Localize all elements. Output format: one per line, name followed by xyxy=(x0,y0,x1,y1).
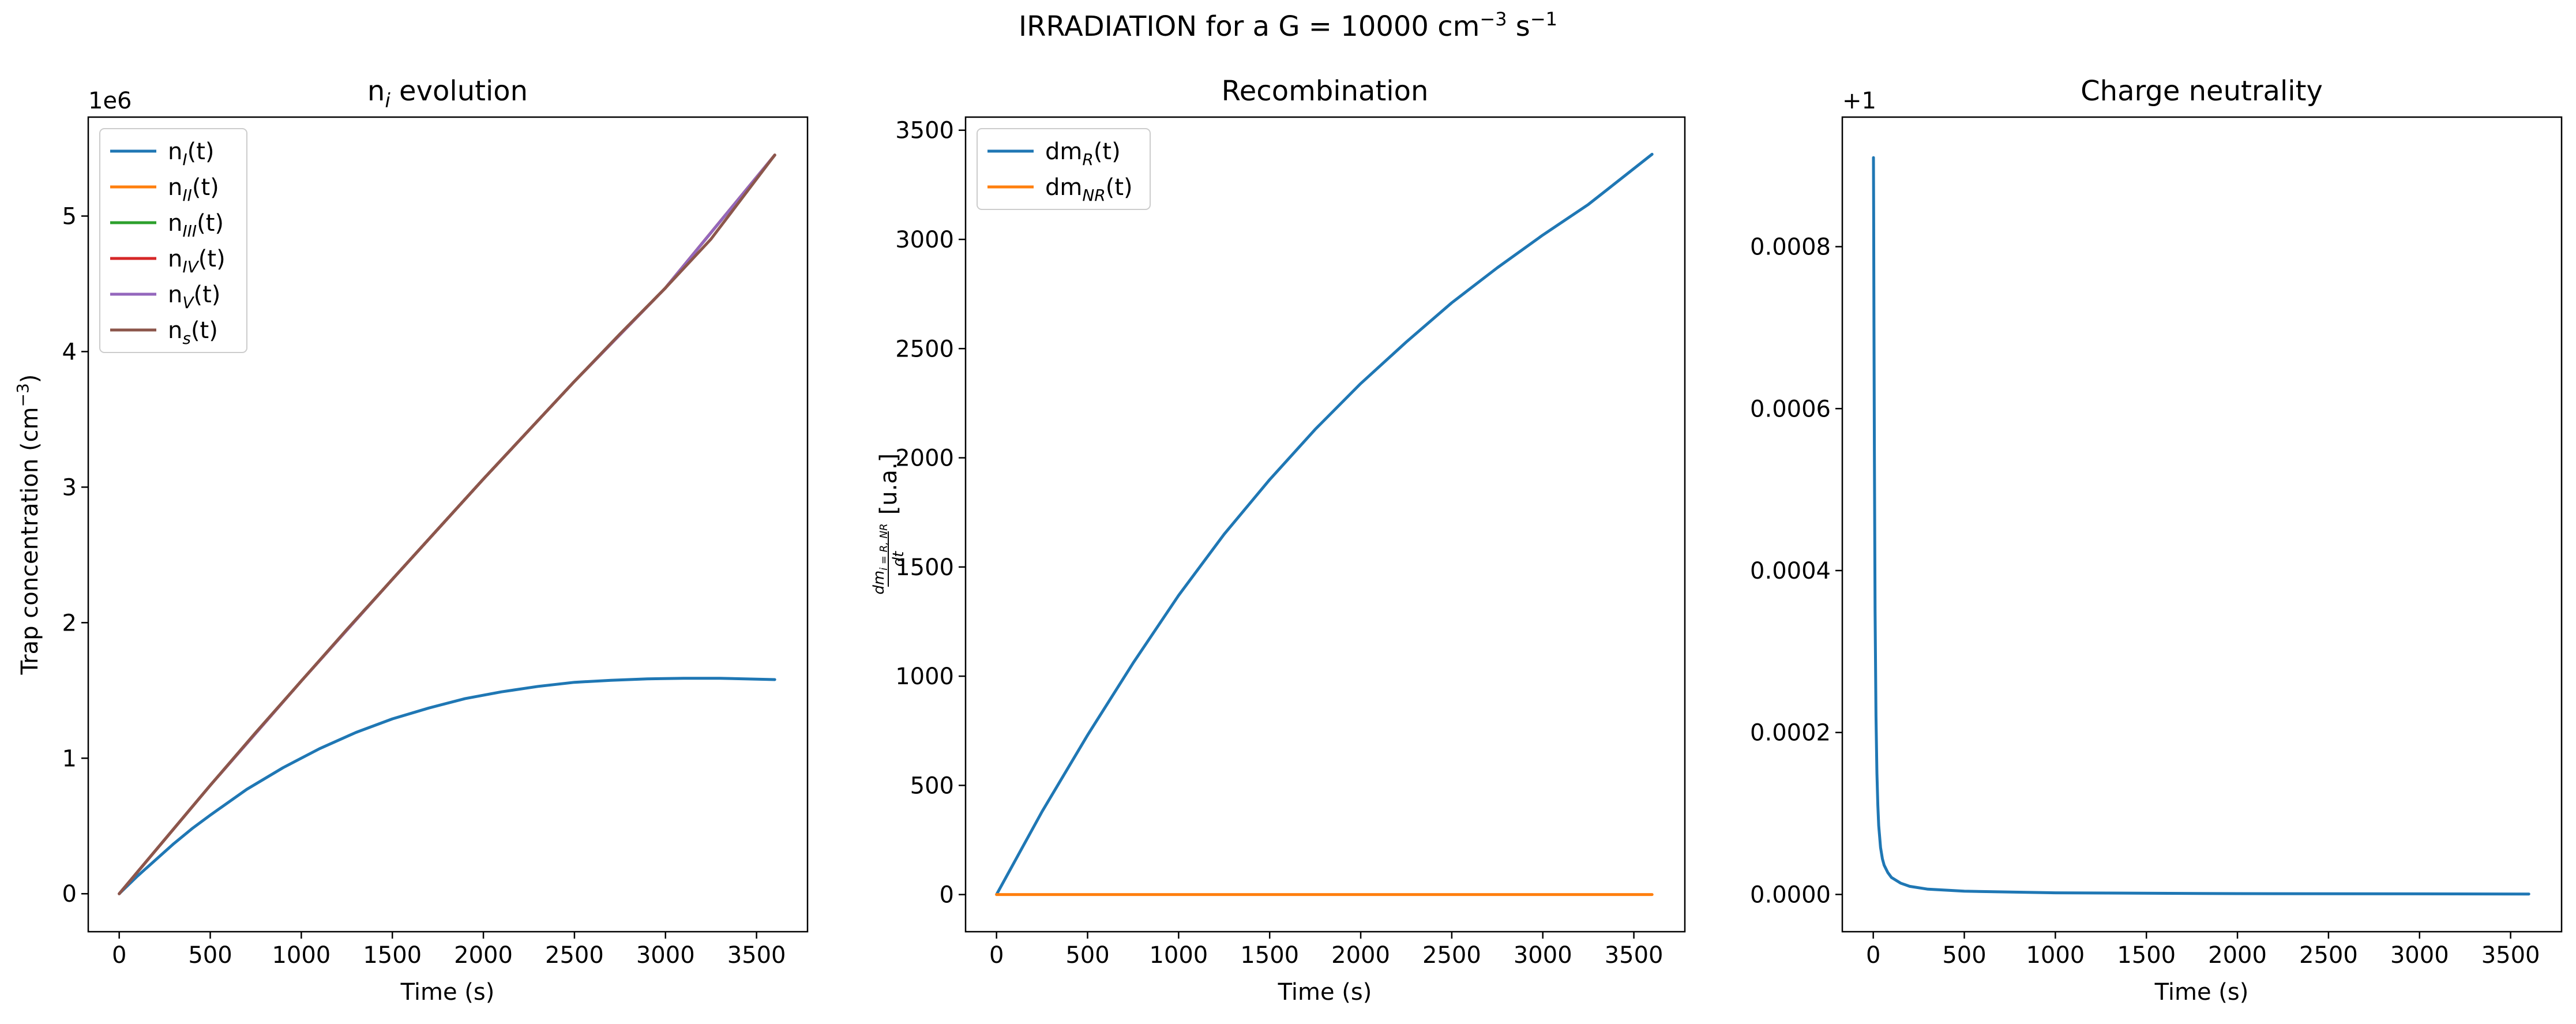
x-ticks: 0 500 1000 1500 2000 2500 3000 3500 xyxy=(1866,932,2540,969)
y-tick-label: 0.0008 xyxy=(1750,234,1831,261)
legend: dmR(t) dmNR(t) xyxy=(977,128,1151,210)
y-tick-label: 0.0002 xyxy=(1750,720,1831,747)
y-tick-label: 0 xyxy=(940,882,954,909)
y-tick-label: 1 xyxy=(62,745,77,772)
x-tick-label: 1000 xyxy=(1149,942,1208,969)
legend-entry: nIV(t) xyxy=(168,246,226,276)
y-tick-label: 4 xyxy=(62,339,77,365)
y-tick-label: 3500 xyxy=(895,118,954,144)
x-tick-label: 0 xyxy=(989,942,1004,969)
x-ticks: 0 500 1000 1500 2000 2500 3000 3500 xyxy=(989,932,1663,969)
y-label-unit: [u.a.] xyxy=(876,453,902,515)
legend-entry: nI(t) xyxy=(168,138,215,169)
plot-frame xyxy=(1841,116,2563,933)
y-tick-label: 0 xyxy=(62,881,77,907)
x-tick-label: 1000 xyxy=(272,942,331,969)
y-tick-label: 1000 xyxy=(895,663,954,690)
legend-box xyxy=(99,128,247,353)
x-ticks: 0 500 1000 1500 2000 2500 3000 3500 xyxy=(112,932,786,969)
y-ticks: 0.0000 0.0002 0.0004 0.0006 0.0008 xyxy=(1750,234,1842,908)
y-tick-label: 3 xyxy=(62,474,77,501)
y-tick-label: 0.0000 xyxy=(1750,882,1831,908)
x-axis-label: Time (s) xyxy=(1278,979,1372,1006)
y-tick-label: 2 xyxy=(62,610,77,636)
x-axis-label: Time (s) xyxy=(400,979,495,1006)
x-tick-label: 500 xyxy=(188,942,232,969)
x-tick-label: 1500 xyxy=(363,942,422,969)
panel-title: Recombination xyxy=(1222,75,1429,107)
legend-entry: nII(t) xyxy=(168,174,219,205)
x-tick-label: 3000 xyxy=(636,942,695,969)
y-tick-label: 2500 xyxy=(895,336,954,362)
x-tick-label: 500 xyxy=(1065,942,1109,969)
x-axis-label: Time (s) xyxy=(2154,979,2249,1006)
series-line-0 xyxy=(995,152,1654,897)
legend: nI(t) nII(t) nIII(t) nIV(t) nV(t) ns(t) xyxy=(99,128,247,353)
panel-title: Charge neutrality xyxy=(2081,75,2323,107)
x-tick-label: 2500 xyxy=(2299,942,2358,969)
legend-entry: ns(t) xyxy=(168,317,218,348)
series-lines xyxy=(995,152,1654,897)
x-tick-label: 3000 xyxy=(1514,942,1572,969)
y-tick-label: 0.0004 xyxy=(1750,558,1831,584)
y-tick-label: 1500 xyxy=(895,554,954,581)
panel-recombination: 0 500 1000 1500 2000 2500 3000 3500 0 500 1000 150… xyxy=(870,75,1686,1006)
x-tick-label: 3000 xyxy=(2390,942,2449,969)
panel-title: ni evolution xyxy=(367,75,528,112)
x-tick-label: 2500 xyxy=(1422,942,1481,969)
legend-entry: dmR(t) xyxy=(1045,138,1121,169)
y-tick-label: 500 xyxy=(910,772,954,799)
y-tick-label: 3000 xyxy=(895,227,954,253)
plot-frame xyxy=(964,116,1686,933)
y-offset-text: +1 xyxy=(1842,88,1876,114)
x-tick-label: 0 xyxy=(112,942,126,969)
y-tick-label: 0.0006 xyxy=(1750,396,1831,422)
x-tick-label: 500 xyxy=(1942,942,1986,969)
x-tick-label: 3500 xyxy=(1605,942,1663,969)
panel-trap-concentration: 0 500 1000 1500 2000 2500 3000 3500 0 1 2 3 4 5 ni e… xyxy=(13,75,809,1006)
y-tick-label: 2000 xyxy=(895,445,954,472)
y-axis-label: Trap concentration (cm−3) xyxy=(13,374,43,676)
panel-charge-neutrality: 0 500 1000 1500 2000 2500 3000 3500 0.00000.000… xyxy=(1750,75,2563,1006)
x-tick-label: 3500 xyxy=(727,942,786,969)
y-axis-label: dmi = R, NR dt [u.a.] xyxy=(870,453,907,595)
y-ticks: 0 1 2 3 4 5 xyxy=(62,204,88,907)
series-line-0 xyxy=(1872,156,2530,896)
figure-suptitle: IRRADIATION for a G = 10000 cm−3 s−1 xyxy=(1019,8,1557,43)
y-label-numerator: dmi = R, NR xyxy=(870,523,890,594)
x-tick-label: 2500 xyxy=(545,942,604,969)
y-tick-label: 5 xyxy=(62,204,77,230)
series-line-5 xyxy=(118,153,776,895)
y-ticks: 0 500 1000 1500 2000 2500 3000 3500 xyxy=(895,118,966,909)
x-tick-label: 1000 xyxy=(2026,942,2085,969)
legend-box xyxy=(977,128,1151,210)
series-lines xyxy=(118,153,776,895)
x-tick-label: 0 xyxy=(1866,942,1880,969)
x-tick-label: 2000 xyxy=(2208,942,2267,969)
x-tick-label: 1500 xyxy=(2117,942,2176,969)
legend-entry: nV(t) xyxy=(168,282,220,312)
x-tick-label: 2000 xyxy=(454,942,513,969)
y-offset-text: 1e6 xyxy=(88,88,132,114)
y-label-denominator: dt xyxy=(890,551,907,567)
legend-entry: nIII(t) xyxy=(168,210,224,241)
x-tick-label: 3500 xyxy=(2481,942,2540,969)
x-tick-label: 2000 xyxy=(1331,942,1390,969)
series-line-0 xyxy=(118,677,776,895)
plot-frame xyxy=(87,116,809,933)
x-tick-label: 1500 xyxy=(1240,942,1299,969)
series-lines xyxy=(1872,156,2530,896)
legend-entry: dmNR(t) xyxy=(1045,174,1133,205)
